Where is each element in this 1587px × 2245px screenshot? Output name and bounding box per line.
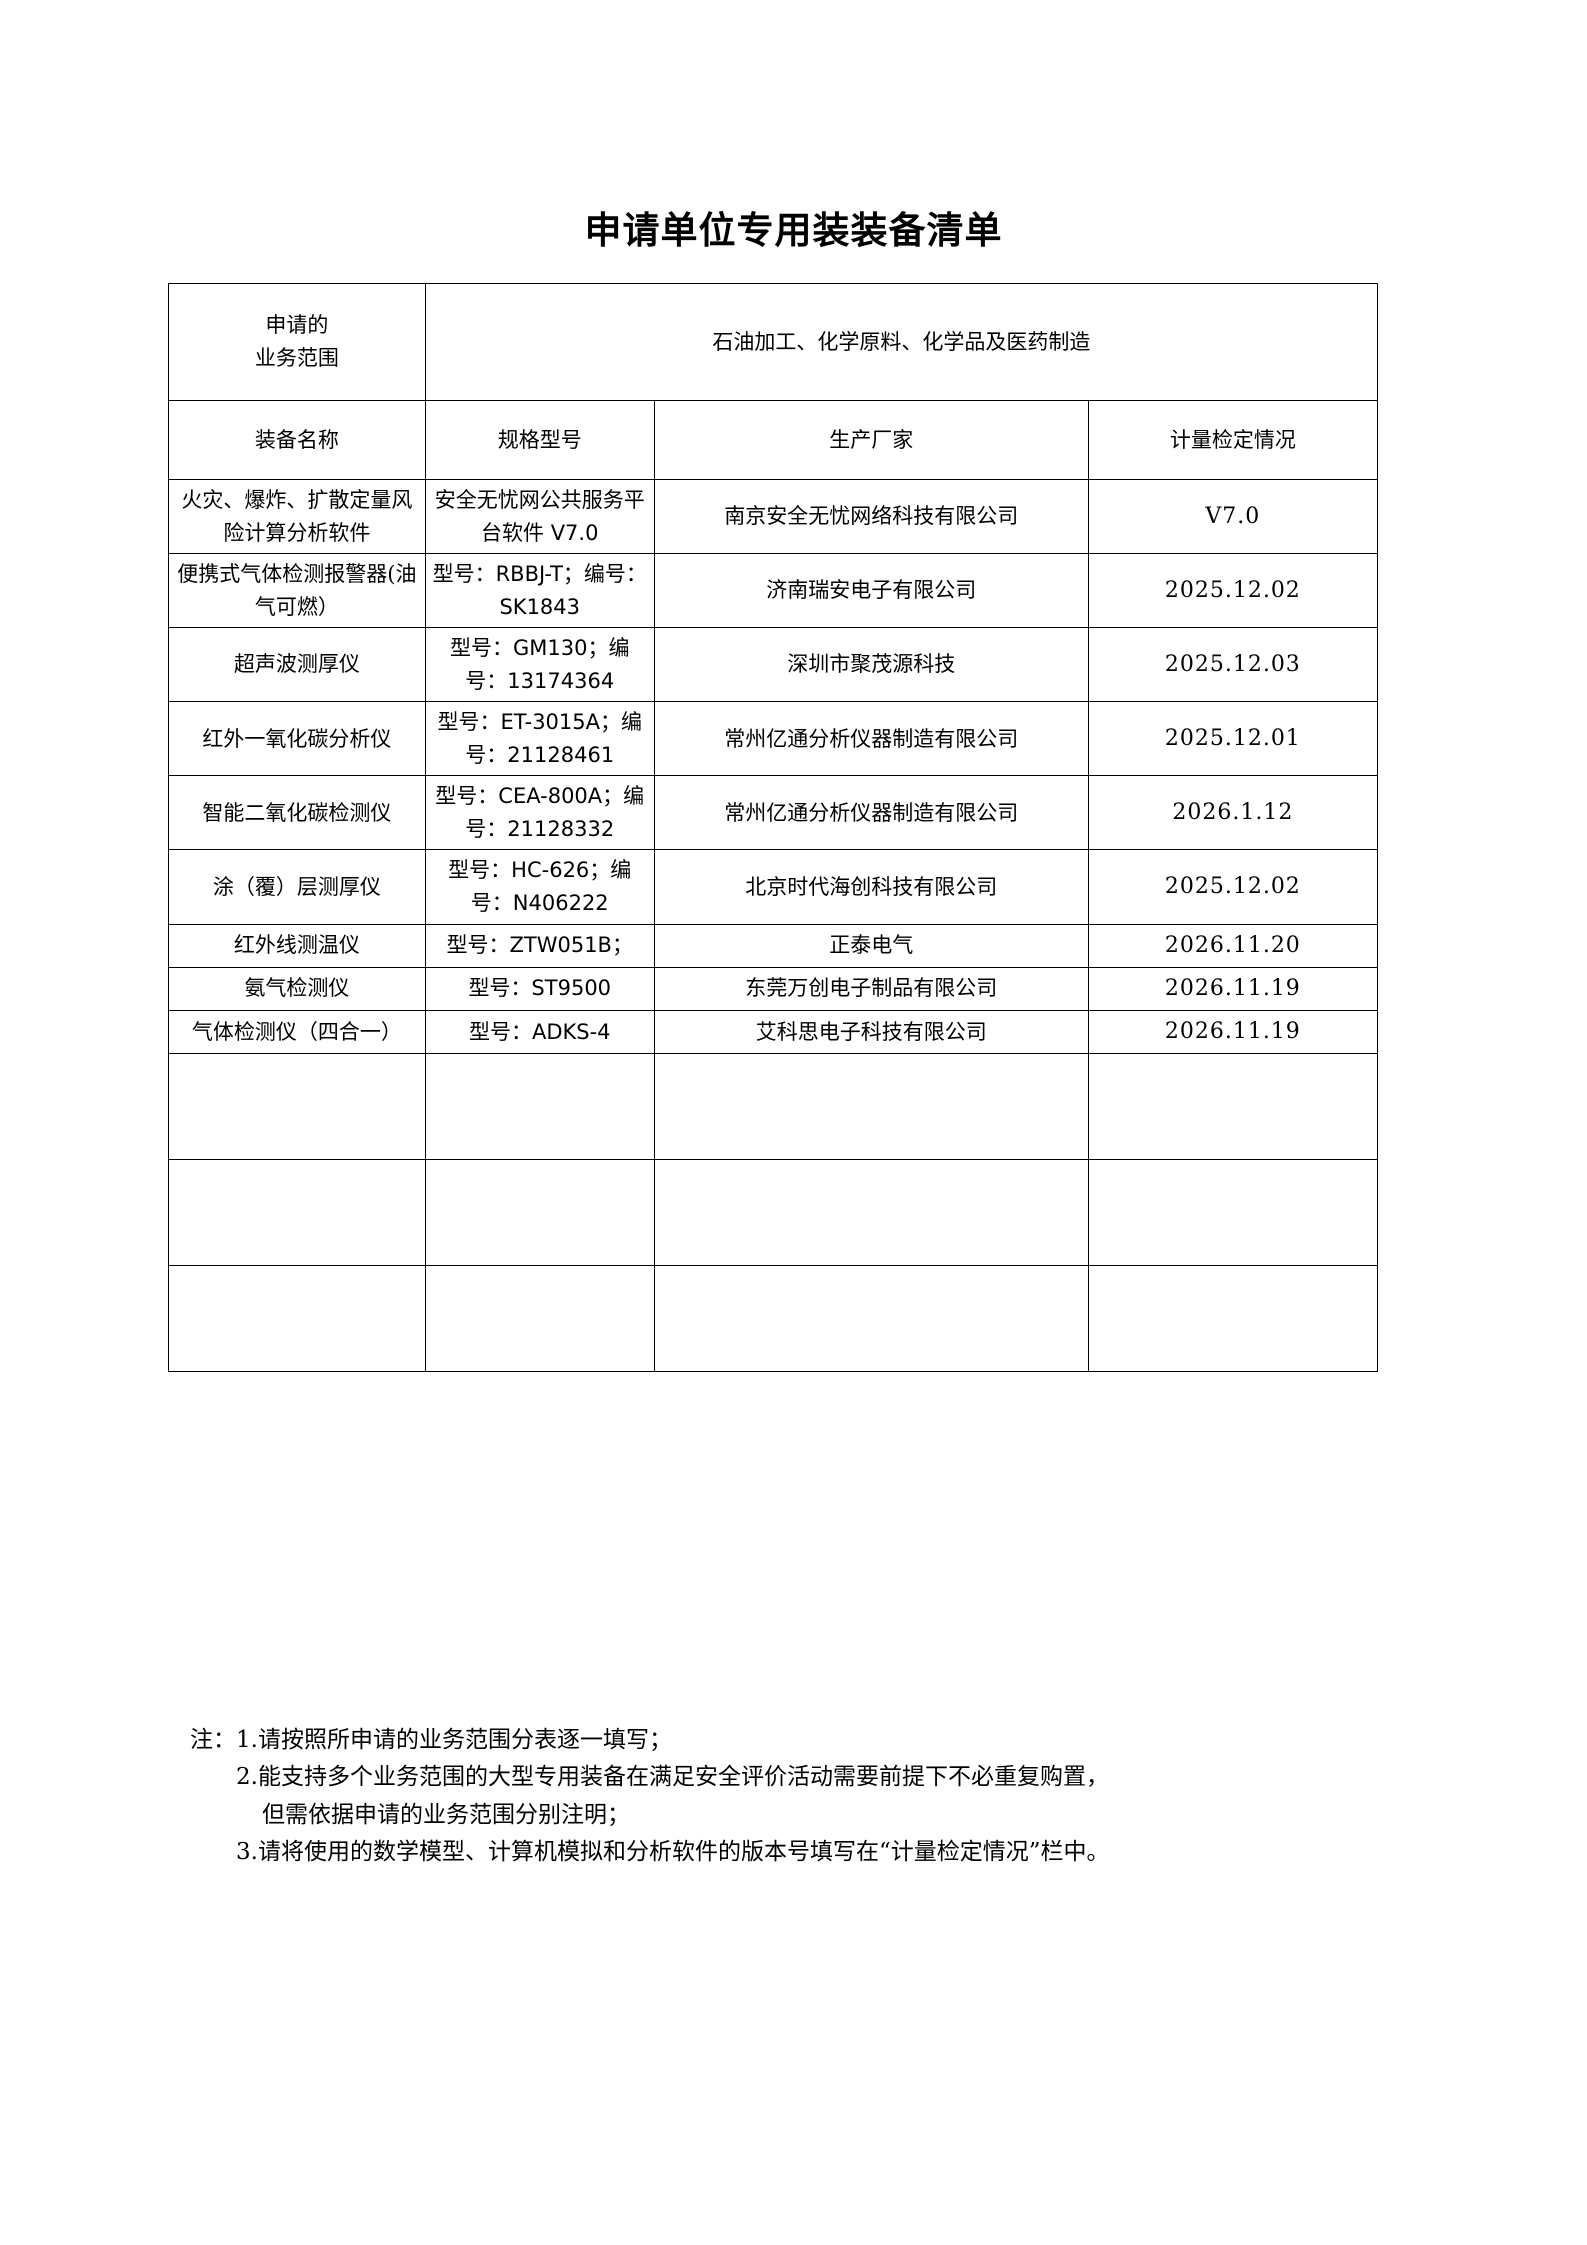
table-row: 超声波测厚仪 型号：GM130；编号：13174364 深圳市聚茂源科技 202…	[168, 627, 1379, 703]
cell-spec: 型号：RBBJ-T；编号：SK1843	[424, 553, 655, 629]
column-header-spec: 规格型号	[424, 400, 655, 480]
scope-label-cell: 申请的 业务范围	[168, 283, 426, 401]
equipment-table: 申请的 业务范围 石油加工、化学原料、化学品及医药制造 装备名称 规格型号 生产…	[168, 283, 1379, 1372]
column-header-maker: 生产厂家	[653, 400, 1089, 480]
cell-maker: 常州亿通分析仪器制造有限公司	[653, 701, 1089, 777]
table-row	[168, 1052, 1379, 1160]
cell-cert: V7.0	[1087, 478, 1379, 555]
cell-maker	[653, 1158, 1089, 1266]
cell-name: 红外线测温仪	[168, 923, 426, 968]
table-row: 便携式气体检测报警器(油气可燃） 型号：RBBJ-T；编号：SK1843 济南瑞…	[168, 553, 1379, 629]
cell-spec: 型号：GM130；编号：13174364	[424, 627, 655, 703]
cell-cert: 2026.11.20	[1087, 923, 1379, 968]
cell-name	[168, 1264, 426, 1372]
note-1: 注：1.请按照所申请的业务范围分表逐一填写；	[190, 1727, 672, 1753]
table-row: 智能二氧化碳检测仪 型号：CEA-800A；编号：21128332 常州亿通分析…	[168, 775, 1379, 851]
scope-label-line1: 申请的	[265, 313, 329, 338]
table-row: 氨气检测仪 型号：ST9500 东莞万创电子制品有限公司 2026.11.19	[168, 966, 1379, 1011]
cell-maker	[653, 1264, 1089, 1372]
cell-cert: 2025.12.01	[1087, 701, 1379, 777]
table-row	[168, 1264, 1379, 1372]
cell-spec	[424, 1158, 655, 1266]
column-header-cert: 计量检定情况	[1087, 400, 1379, 480]
cell-maker	[653, 1052, 1089, 1160]
cell-cert: 2025.12.02	[1087, 553, 1379, 629]
cell-cert: 2026.1.12	[1087, 775, 1379, 851]
cell-maker: 南京安全无忧网络科技有限公司	[653, 478, 1089, 555]
notes-block: 注：1.请按照所申请的业务范围分表逐一填写； 2.能支持多个业务范围的大型专用装…	[190, 1722, 1440, 1871]
scope-row: 申请的 业务范围 石油加工、化学原料、化学品及医药制造	[168, 283, 1379, 401]
table-row: 火灾、爆炸、扩散定量风险计算分析软件 安全无忧网公共服务平台软件 V7.0 南京…	[168, 478, 1379, 555]
cell-cert	[1087, 1264, 1379, 1372]
cell-name: 红外一氧化碳分析仪	[168, 701, 426, 777]
cell-name: 氨气检测仪	[168, 966, 426, 1011]
table-row: 红外线测温仪 型号：ZTW051B； 正泰电气 2026.11.20	[168, 923, 1379, 968]
cell-name	[168, 1158, 426, 1266]
cell-maker: 东莞万创电子制品有限公司	[653, 966, 1089, 1011]
cell-name: 超声波测厚仪	[168, 627, 426, 703]
cell-name: 火灾、爆炸、扩散定量风险计算分析软件	[168, 478, 426, 555]
cell-cert: 2025.12.02	[1087, 849, 1379, 925]
cell-cert: 2026.11.19	[1087, 1009, 1379, 1054]
cell-cert	[1087, 1052, 1379, 1160]
page-title: 申请单位专用装装备清单	[584, 208, 1003, 252]
table-row: 涂（覆）层测厚仪 型号：HC-626；编号：N406222 北京时代海创科技有限…	[168, 849, 1379, 925]
cell-spec: 安全无忧网公共服务平台软件 V7.0	[424, 478, 655, 555]
cell-spec: 型号：ADKS-4	[424, 1009, 655, 1054]
cell-spec: 型号：HC-626；编号：N406222	[424, 849, 655, 925]
cell-maker: 北京时代海创科技有限公司	[653, 849, 1089, 925]
cell-spec: 型号：CEA-800A；编号：21128332	[424, 775, 655, 851]
scope-label-line2: 业务范围	[254, 346, 339, 370]
note-2-continuation: 但需依据申请的业务范围分别注明；	[262, 1801, 630, 1828]
note-2: 2.能支持多个业务范围的大型专用装备在满足安全评价活动需要前提下不必重复购置，	[236, 1764, 1109, 1791]
cell-name: 智能二氧化碳检测仪	[168, 775, 426, 851]
cell-spec: 型号：ST9500	[424, 966, 655, 1011]
column-header-name: 装备名称	[168, 400, 426, 480]
cell-spec	[424, 1052, 655, 1160]
note-3: 3.请将使用的数学模型、计算机模拟和分析软件的版本号填写在“计量检定情况”栏中。	[236, 1838, 1110, 1865]
cell-maker: 常州亿通分析仪器制造有限公司	[653, 775, 1089, 851]
table-row: 气体检测仪（四合一） 型号：ADKS-4 艾科思电子科技有限公司 2026.11…	[168, 1009, 1379, 1054]
cell-spec	[424, 1264, 655, 1372]
cell-maker: 深圳市聚茂源科技	[653, 627, 1089, 703]
cell-name: 便携式气体检测报警器(油气可燃）	[168, 553, 426, 629]
cell-spec: 型号：ZTW051B；	[424, 923, 655, 968]
cell-name	[168, 1052, 426, 1160]
cell-maker: 济南瑞安电子有限公司	[653, 553, 1089, 629]
cell-name: 涂（覆）层测厚仪	[168, 849, 426, 925]
column-header-row: 装备名称 规格型号 生产厂家 计量检定情况	[168, 400, 1379, 480]
cell-maker: 正泰电气	[653, 923, 1089, 968]
cell-cert	[1087, 1158, 1379, 1266]
cell-name: 气体检测仪（四合一）	[168, 1009, 426, 1054]
scope-value-cell: 石油加工、化学原料、化学品及医药制造	[424, 283, 1379, 401]
table-row: 红外一氧化碳分析仪 型号：ET-3015A；编号：21128461 常州亿通分析…	[168, 701, 1379, 777]
cell-cert: 2025.12.03	[1087, 627, 1379, 703]
cell-maker: 艾科思电子科技有限公司	[653, 1009, 1089, 1054]
table-row	[168, 1158, 1379, 1266]
cell-cert: 2026.11.19	[1087, 966, 1379, 1011]
cell-spec: 型号：ET-3015A；编号：21128461	[424, 701, 655, 777]
equipment-table-body: 申请的 业务范围 石油加工、化学原料、化学品及医药制造 装备名称 规格型号 生产…	[168, 283, 1379, 1372]
